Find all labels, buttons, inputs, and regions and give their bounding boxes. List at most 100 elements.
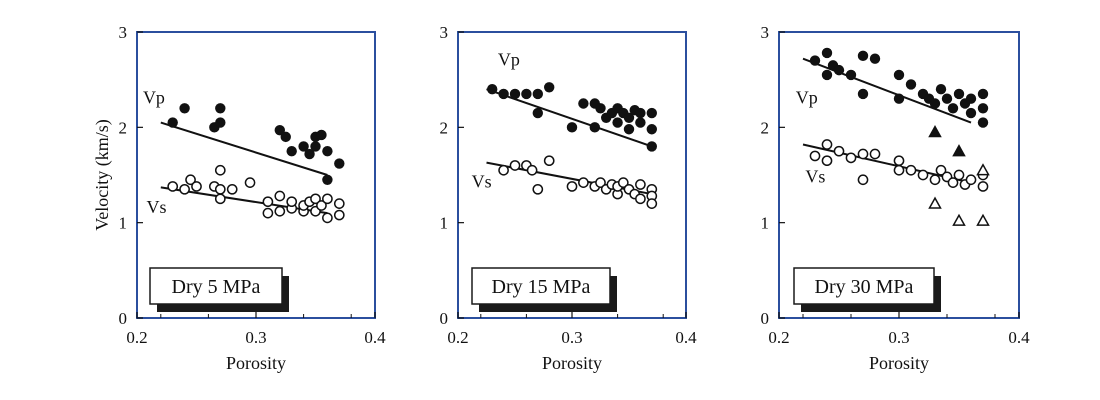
curve-label-vs: Vs [472,171,492,191]
curve-label-vp: Vp [498,49,520,69]
data-marks [160,103,345,224]
y-tick-label: 3 [440,23,449,42]
vp-point [544,82,555,93]
curve-label-vs: Vs [147,197,167,217]
vs-point [226,183,238,195]
vp-point [595,103,606,114]
x-tick-label: 0.2 [768,328,789,347]
vs-point [262,207,274,219]
open-triangle-point [928,196,942,209]
data-marks [802,47,990,226]
vp-point [310,141,321,152]
vs-point [179,183,190,195]
vp-point [274,124,285,136]
curve-labels: Vp Vs [143,88,167,218]
vp-point [857,50,869,62]
label-box [793,267,935,305]
x-tick-label: 0.3 [245,328,266,347]
trend-line-vp [160,121,328,176]
vs-point [905,164,917,176]
vs-point [214,164,226,176]
vp-point [167,117,178,128]
y-axis-label: Velocity (km/s) [92,119,113,230]
vp-point [623,112,635,124]
condition-label-box: Dry 30 MPa [793,267,941,312]
vp-point [589,122,600,133]
vp-point [857,88,869,100]
vp-point [623,124,635,135]
x-tick-label: 0.3 [561,328,582,347]
vs-point [617,177,629,188]
y-tick-label: 0 [440,309,449,328]
x-tick-label: 0.4 [364,328,386,347]
vp-point [179,103,190,114]
filled-triangle-point [928,125,942,138]
vs-point [947,177,959,188]
vs-point [635,179,646,190]
open-triangle-point [952,213,966,226]
tick-labels: 0 1 2 3 0.2 0.3 0.4 [761,23,1031,347]
vs-point [167,181,179,192]
vp-point [298,141,309,152]
vp-point [977,103,989,114]
y-tick-label: 3 [119,23,128,42]
filled-triangle-point [952,144,966,157]
data-marks [486,82,658,209]
vs-point [214,183,226,195]
y-tick-label: 3 [761,23,770,42]
panel-dry-30mpa: 0 1 2 3 0.2 0.3 0.4 Vp Vs Dry 30 MPa Porosity [761,23,1031,373]
vs-point [262,196,274,208]
vs-point [635,193,646,205]
vp-point [893,69,905,81]
vp-point [893,93,905,104]
vp-point [947,103,959,114]
x-tick-label: 0.4 [1008,328,1030,347]
vs-point [578,177,589,188]
vp-point [566,122,578,133]
y-tick-label: 2 [119,118,128,137]
vs-point [977,181,989,192]
chart-title: Dry 15 MPa [492,276,591,298]
vs-point [191,181,202,192]
vp-point [215,103,226,114]
vs-point [185,174,196,186]
curve-label-vp: Vp [143,88,165,108]
vp-point [965,93,977,104]
chart-title: Dry 30 MPa [815,276,914,298]
tick-labels: 0 1 2 3 0.2 0.3 0.4 [440,23,698,347]
open-triangle-point [976,163,990,176]
condition-label-box: Dry 15 MPa [471,267,617,312]
vs-point [953,169,965,181]
vs-point [274,190,286,202]
x-tick-label: 0.3 [888,328,909,347]
curve-label-vp: Vp [796,88,818,108]
vp-point [845,69,857,81]
y-tick-label: 1 [440,214,449,233]
x-axis-label: Porosity [542,353,602,373]
vs-point [274,205,286,217]
vp-point [304,148,315,160]
vp-point [821,47,833,59]
vs-point [316,200,327,211]
vp-point [977,88,989,100]
vs-point [244,177,256,188]
vs-point [532,183,544,195]
vp-point [905,79,917,90]
vp-point [322,174,333,185]
vs-point [595,177,606,188]
vp-point [929,98,941,109]
y-tick-label: 2 [761,118,770,137]
curve-labels: Vp Vs [796,88,826,187]
vp-point [646,124,657,135]
vs-point [566,181,578,192]
vp-point [498,88,509,100]
vs-point [214,193,226,205]
vp-point [487,84,498,95]
vp-point [578,98,589,109]
vs-point [543,155,555,167]
vs-point [809,150,821,162]
vp-point [286,145,297,157]
vs-point [845,152,857,164]
vs-point [333,209,345,221]
